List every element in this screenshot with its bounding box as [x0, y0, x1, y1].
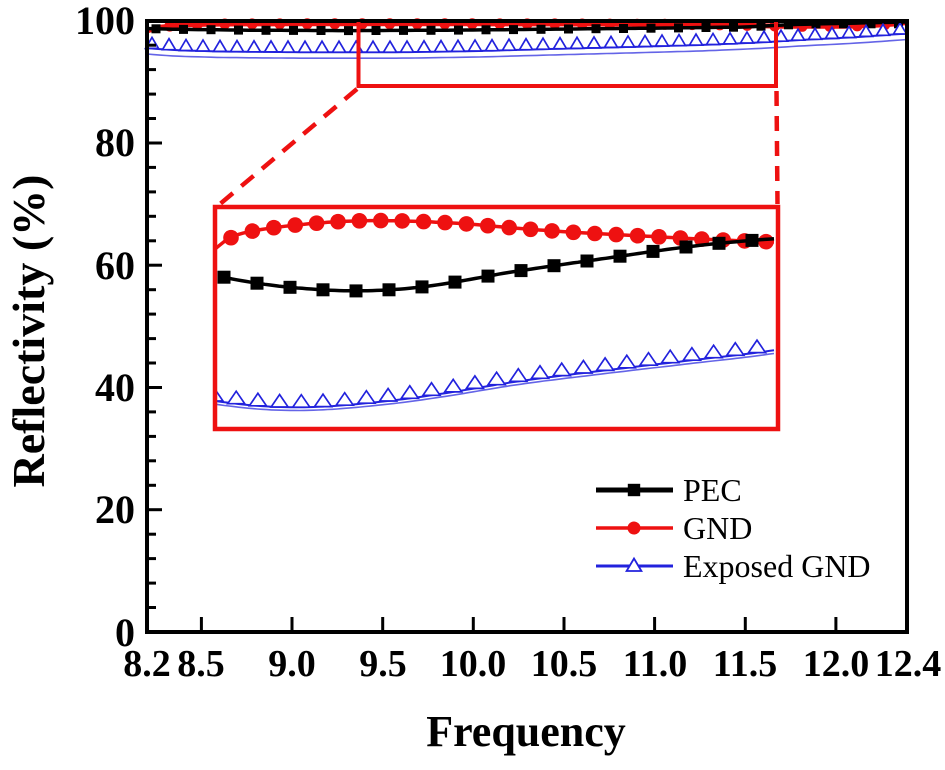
svg-text:40: 40 — [95, 365, 135, 410]
svg-text:80: 80 — [95, 120, 135, 165]
svg-text:8.2: 8.2 — [123, 643, 171, 685]
svg-text:12.4: 12.4 — [875, 643, 942, 685]
svg-text:GND: GND — [683, 510, 752, 546]
svg-text:100: 100 — [75, 0, 135, 43]
svg-text:11.0: 11.0 — [623, 643, 687, 685]
svg-text:11.5: 11.5 — [713, 643, 777, 685]
svg-text:8.5: 8.5 — [177, 643, 225, 685]
svg-text:20: 20 — [95, 487, 135, 532]
svg-text:9.5: 9.5 — [359, 643, 407, 685]
svg-text:10.5: 10.5 — [531, 643, 598, 685]
svg-text:PEC: PEC — [683, 472, 742, 508]
svg-text:0: 0 — [115, 610, 135, 655]
svg-text:60: 60 — [95, 243, 135, 288]
svg-text:Reflectivity (%): Reflectivity (%) — [3, 175, 54, 488]
svg-text:9.0: 9.0 — [268, 643, 316, 685]
svg-text:10.0: 10.0 — [440, 643, 507, 685]
svg-text:Exposed GND: Exposed GND — [683, 548, 871, 584]
svg-text:Frequency: Frequency — [426, 707, 626, 756]
svg-text:12.0: 12.0 — [803, 643, 870, 685]
